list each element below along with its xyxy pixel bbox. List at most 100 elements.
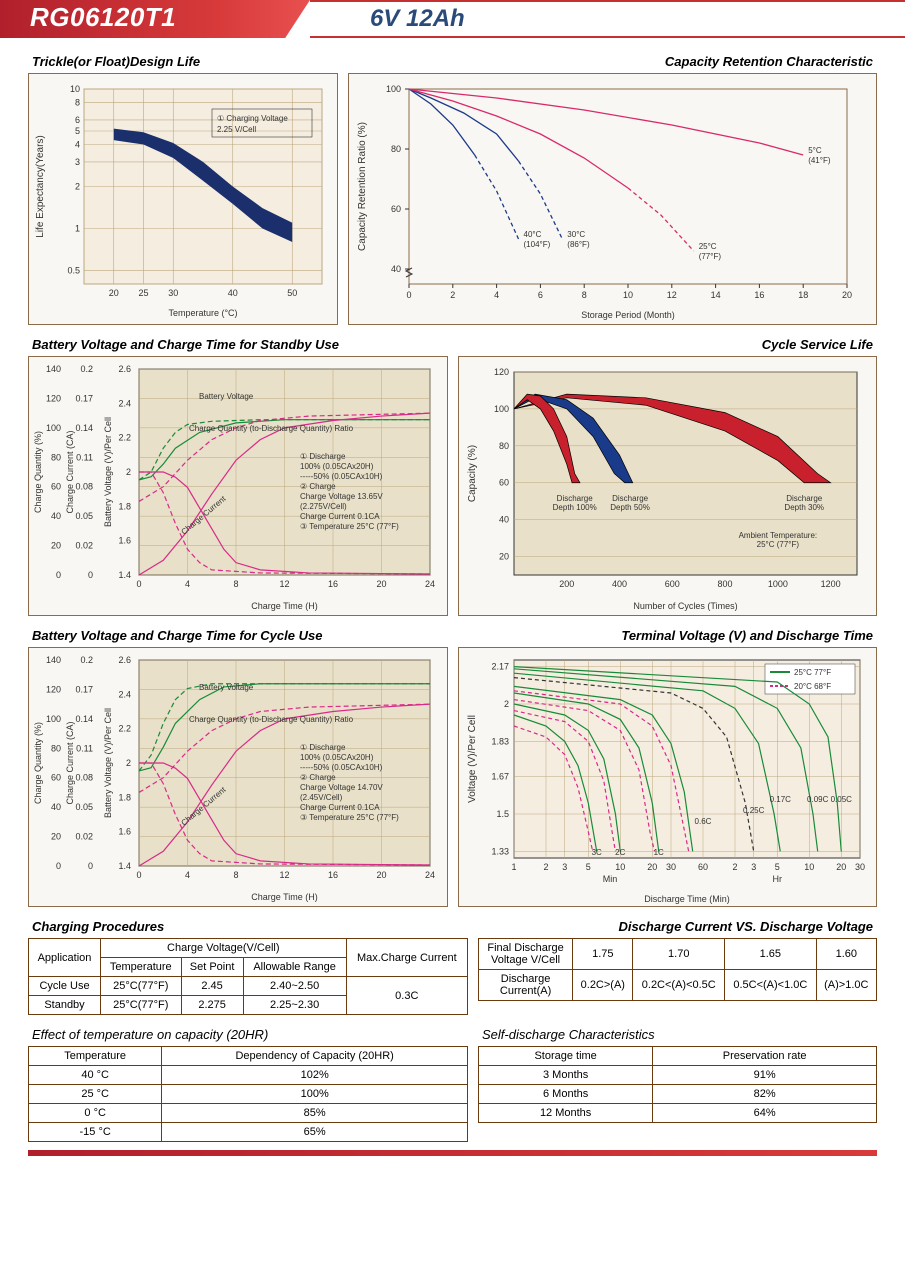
svg-text:14: 14 — [711, 290, 721, 300]
svg-text:Storage Period (Month): Storage Period (Month) — [581, 310, 675, 320]
svg-text:200: 200 — [559, 579, 574, 589]
svg-text:1000: 1000 — [767, 579, 787, 589]
svg-text:Battery Voltage (V)/Per Cell: Battery Voltage (V)/Per Cell — [103, 417, 113, 527]
svg-text:12: 12 — [279, 579, 289, 589]
svg-text:8: 8 — [75, 98, 80, 108]
svg-text:5°C: 5°C — [808, 146, 822, 155]
svg-text:Depth 50%: Depth 50% — [610, 503, 650, 512]
svg-text:20: 20 — [498, 552, 508, 562]
th-app: Application — [29, 939, 101, 977]
th-temp: Temperature — [101, 958, 182, 977]
svg-text:0: 0 — [56, 861, 61, 871]
svg-text:1: 1 — [75, 223, 80, 233]
svg-text:2: 2 — [543, 862, 548, 872]
svg-text:20°C 68°F: 20°C 68°F — [794, 682, 831, 691]
svg-text:5: 5 — [585, 862, 590, 872]
svg-text:140: 140 — [46, 364, 61, 374]
svg-text:0.02: 0.02 — [75, 832, 93, 842]
chart1-panel: 0.51234568102025304050Temperature (°C)Li… — [28, 73, 338, 325]
svg-text:2: 2 — [126, 467, 131, 477]
svg-text:20: 20 — [109, 288, 119, 298]
svg-text:40: 40 — [228, 288, 238, 298]
svg-text:0.14: 0.14 — [75, 423, 93, 433]
svg-text:2.6: 2.6 — [118, 655, 131, 665]
svg-text:60: 60 — [51, 773, 61, 783]
svg-text:0.11: 0.11 — [76, 452, 93, 462]
svg-text:120: 120 — [493, 367, 508, 377]
svg-text:① Discharge: ① Discharge — [300, 743, 346, 752]
svg-text:Charge Time (H): Charge Time (H) — [251, 601, 318, 611]
chart4-title: Cycle Service Life — [462, 337, 874, 352]
svg-text:Charge Quantity (to-Discharge: Charge Quantity (to-Discharge Quantity) … — [189, 424, 354, 433]
svg-text:25°C: 25°C — [699, 242, 717, 251]
svg-text:Charge Quantity (%): Charge Quantity (%) — [33, 722, 43, 804]
svg-text:Battery Voltage: Battery Voltage — [199, 392, 254, 401]
svg-text:60: 60 — [697, 862, 707, 872]
svg-text:25°C 77°F: 25°C 77°F — [794, 668, 831, 677]
svg-text:40: 40 — [51, 802, 61, 812]
svg-text:0.25C: 0.25C — [743, 806, 765, 815]
svg-text:Discharge: Discharge — [612, 494, 649, 503]
svg-text:2C: 2C — [615, 848, 625, 857]
svg-text:2.4: 2.4 — [118, 689, 131, 699]
hdr-line-top — [310, 0, 905, 2]
svg-text:2: 2 — [75, 182, 80, 192]
chart2-panel: 0246810121416182040608010040°C(104°F)30°… — [348, 73, 877, 325]
svg-text:Charge Current 0.1CA: Charge Current 0.1CA — [300, 512, 380, 521]
svg-text:20: 20 — [647, 862, 657, 872]
svg-text:12: 12 — [667, 290, 677, 300]
svg-text:30: 30 — [665, 862, 675, 872]
tbl-dcv-title: Discharge Current VS. Discharge Voltage — [482, 919, 873, 934]
svg-text:0: 0 — [136, 579, 141, 589]
svg-text:Temperature (°C): Temperature (°C) — [168, 308, 237, 318]
svg-text:16: 16 — [754, 290, 764, 300]
svg-text:0.05: 0.05 — [75, 511, 93, 521]
tbl-self-title: Self-discharge Characteristics — [482, 1027, 877, 1042]
svg-text:140: 140 — [46, 655, 61, 665]
svg-text:2.17: 2.17 — [491, 662, 509, 672]
svg-text:1.67: 1.67 — [491, 772, 509, 782]
svg-text:(77°F): (77°F) — [699, 252, 722, 261]
svg-text:100% (0.05CAx20H): 100% (0.05CAx20H) — [300, 462, 374, 471]
svg-text:3: 3 — [751, 862, 756, 872]
svg-text:Charge Time (H): Charge Time (H) — [251, 892, 318, 902]
svg-text:1.4: 1.4 — [118, 861, 131, 871]
svg-text:120: 120 — [46, 684, 61, 694]
svg-text:0.17: 0.17 — [75, 393, 93, 403]
svg-text:20: 20 — [51, 541, 61, 551]
svg-text:100: 100 — [46, 714, 61, 724]
svg-text:0.02: 0.02 — [75, 541, 93, 551]
svg-text:2: 2 — [450, 290, 455, 300]
model-number: RG06120T1 — [30, 2, 176, 33]
chart6-panel: 1.331.51.671.8322.1712351020306023510203… — [458, 647, 878, 907]
svg-text:2.25 V/Cell: 2.25 V/Cell — [217, 125, 256, 134]
svg-text:8: 8 — [582, 290, 587, 300]
th-sp: Set Point — [181, 958, 243, 977]
svg-text:100: 100 — [493, 404, 508, 414]
svg-text:60: 60 — [391, 204, 401, 214]
svg-text:(2.45V/Cell): (2.45V/Cell) — [300, 793, 343, 802]
svg-text:Charge Quantity (%): Charge Quantity (%) — [33, 431, 43, 513]
svg-text:0.05C: 0.05C — [830, 795, 852, 804]
header-bar: RG06120T1 6V 12Ah — [0, 0, 905, 38]
svg-text:0.11: 0.11 — [76, 743, 93, 753]
svg-text:6: 6 — [75, 115, 80, 125]
svg-text:16: 16 — [328, 579, 338, 589]
svg-text:① Discharge: ① Discharge — [300, 452, 346, 461]
svg-text:Depth 100%: Depth 100% — [552, 503, 596, 512]
svg-text:1C: 1C — [653, 848, 663, 857]
svg-text:400: 400 — [612, 579, 627, 589]
th-ar: Allowable Range — [243, 958, 346, 977]
tbl-temp-title: Effect of temperature on capacity (20HR) — [32, 1027, 468, 1042]
svg-text:Discharge Time (Min): Discharge Time (Min) — [644, 894, 730, 904]
svg-text:40: 40 — [498, 515, 508, 525]
svg-text:Discharge: Discharge — [786, 494, 823, 503]
svg-text:24: 24 — [425, 870, 435, 880]
svg-text:12: 12 — [279, 870, 289, 880]
svg-text:0.14: 0.14 — [75, 714, 93, 724]
temp-capacity-table: TemperatureDependency of Capacity (20HR)… — [28, 1046, 468, 1142]
spec-text: 6V 12Ah — [370, 5, 465, 33]
svg-text:18: 18 — [798, 290, 808, 300]
footer-line — [28, 1150, 877, 1156]
svg-text:0.08: 0.08 — [75, 482, 93, 492]
